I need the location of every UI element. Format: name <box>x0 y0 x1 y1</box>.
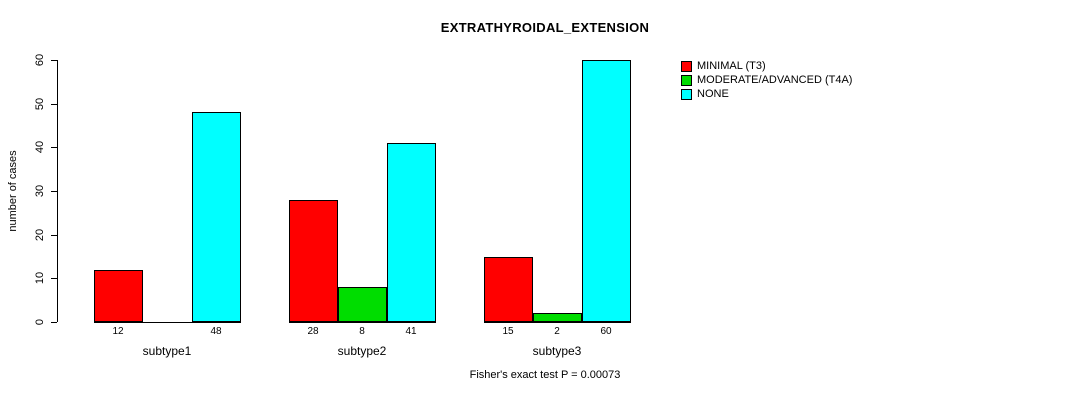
bar-subtype3-none <box>581 60 631 322</box>
x-axis-category-subtype3: subtype3 <box>532 344 582 358</box>
bar-subtype3-moderate-advanced-t4a <box>532 313 582 322</box>
y-axis-tick <box>51 234 57 236</box>
y-axis-tick-label: 30 <box>34 184 46 198</box>
chart-title: EXTRATHYROIDAL_EXTENSION <box>440 20 650 35</box>
bar-subtype2-minimal-t3 <box>288 199 338 322</box>
y-axis-tick <box>51 322 57 323</box>
bar-value-subtype2-minimal-t3: 28 <box>307 326 319 337</box>
bar-subtype2-moderate-advanced-t4a <box>337 287 387 322</box>
legend-label-none: NONE <box>697 88 729 100</box>
y-axis-tick-label: 40 <box>34 141 46 154</box>
y-axis-label: number of cases <box>7 150 19 232</box>
bar-value-subtype2-none: 41 <box>405 326 417 337</box>
bar-value-subtype3-minimal-t3: 15 <box>502 326 514 337</box>
y-axis-tick <box>51 60 57 61</box>
bar-value-subtype1-none: 48 <box>210 326 222 337</box>
y-axis-tick <box>51 147 57 149</box>
y-axis-tick <box>51 191 57 192</box>
y-axis-tick-label: 10 <box>34 272 46 285</box>
y-axis-tick-label: 60 <box>34 53 46 67</box>
bar-value-subtype3-moderate-advanced-t4a: 2 <box>554 326 560 337</box>
legend-entry-minimal: MINIMAL (T3) <box>681 59 852 73</box>
legend-swatch-minimal-icon <box>681 60 692 72</box>
x-axis-baseline-segment <box>93 322 241 323</box>
bar-subtype1-none <box>191 112 241 322</box>
x-axis-category-subtype1: subtype1 <box>142 344 192 358</box>
footer-caption: Fisher's exact test P = 0.00073 <box>469 369 621 381</box>
bar-subtype2-none <box>386 142 436 322</box>
legend-label-minimal: MINIMAL (T3) <box>697 60 766 72</box>
x-axis-baseline-segment <box>483 322 631 323</box>
y-axis-tick-label: 50 <box>34 97 46 110</box>
bar-value-subtype2-moderate-advanced-t4a: 8 <box>359 326 365 337</box>
legend-label-moderate-advanced: MODERATE/ADVANCED (T4A) <box>697 74 853 86</box>
bar-value-subtype3-none: 60 <box>600 326 612 337</box>
y-axis-tick-label: 0 <box>34 318 46 326</box>
y-axis-tick <box>51 278 57 280</box>
legend-entry-moderate-advanced: MODERATE/ADVANCED (T4A) <box>681 73 852 87</box>
y-axis-tick-label: 20 <box>34 228 46 241</box>
x-axis-baseline-segment <box>288 322 436 323</box>
x-axis-category-subtype2: subtype2 <box>337 344 387 358</box>
y-axis-line <box>57 60 58 322</box>
legend-swatch-moderate-advanced-icon <box>681 74 692 86</box>
bar-value-subtype1-minimal-t3: 12 <box>112 326 124 337</box>
y-axis-tick <box>51 103 57 105</box>
legend: MINIMAL (T3) MODERATE/ADVANCED (T4A) NON… <box>681 59 852 101</box>
bar-subtype1-minimal-t3 <box>93 269 143 322</box>
legend-swatch-none-icon <box>681 88 692 100</box>
bar-subtype3-minimal-t3 <box>483 256 533 322</box>
legend-entry-none: NONE <box>681 87 852 101</box>
